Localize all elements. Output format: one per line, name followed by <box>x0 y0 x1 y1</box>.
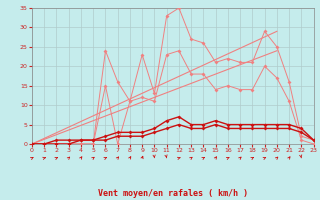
Text: Vent moyen/en rafales ( km/h ): Vent moyen/en rafales ( km/h ) <box>98 189 248 198</box>
